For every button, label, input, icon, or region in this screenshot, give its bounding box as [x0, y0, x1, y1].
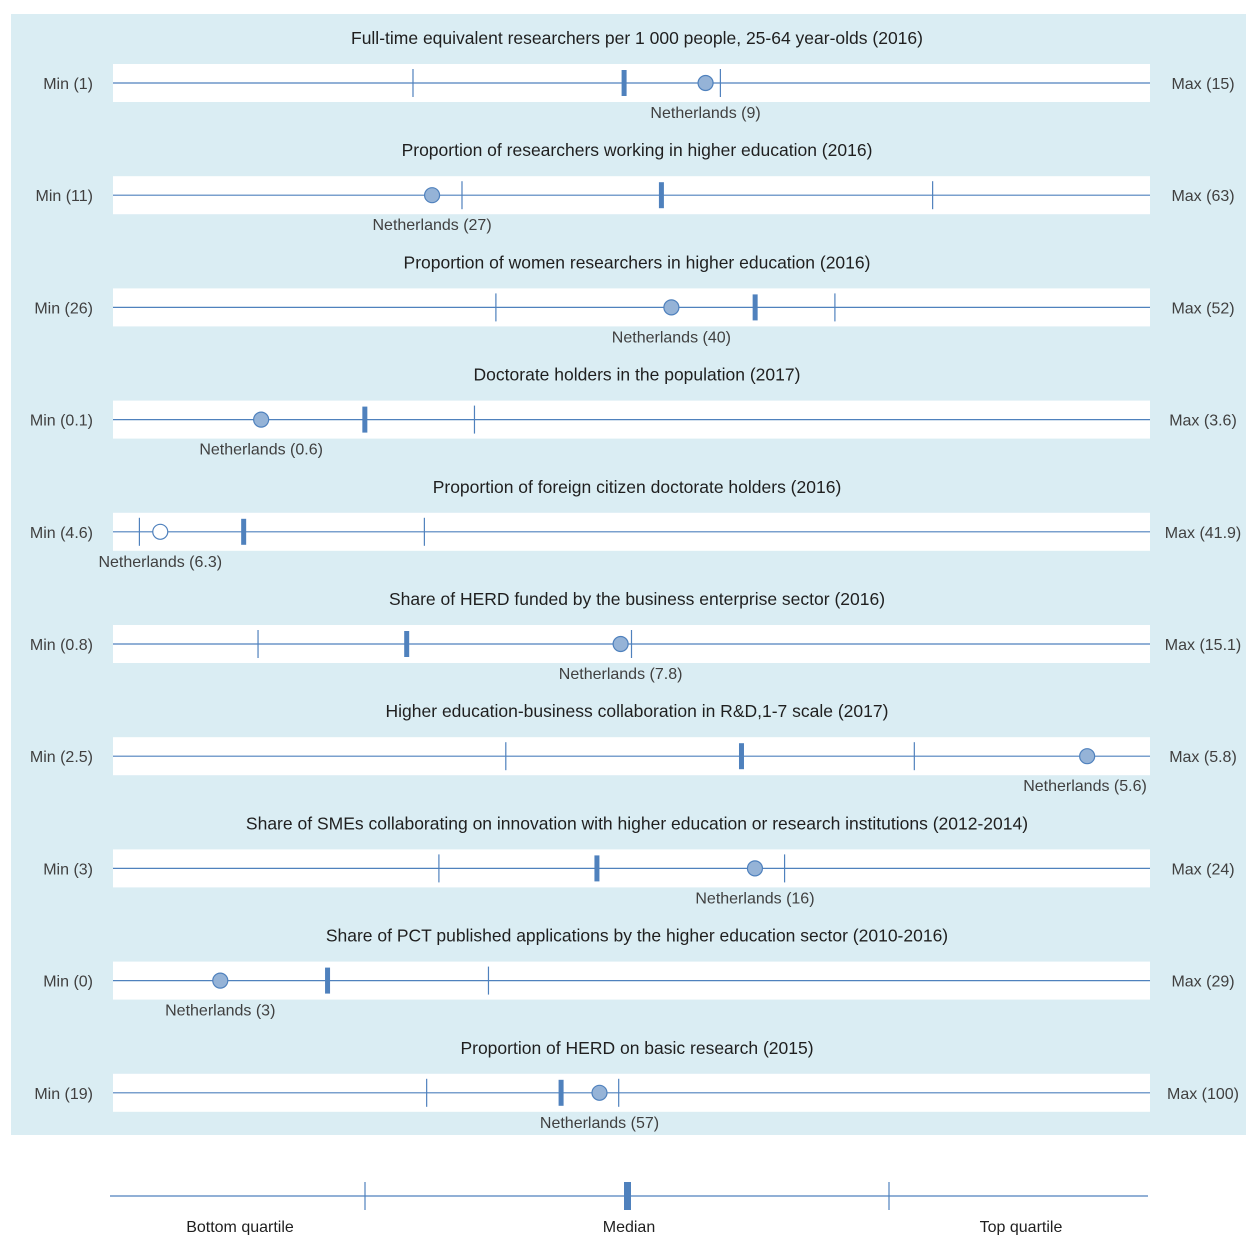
max-label: Max (15.1): [1165, 637, 1241, 654]
median-marker: [404, 631, 410, 657]
indicator-title: Proportion of women researchers in highe…: [404, 252, 871, 272]
indicator-row: Share of PCT published applications by t…: [43, 926, 1234, 1020]
min-label: Min (0.8): [30, 637, 93, 654]
indicator-row: Full-time equivalent researchers per 1 0…: [43, 28, 1234, 122]
indicator-title: Doctorate holders in the population (201…: [474, 365, 801, 385]
country-marker: [663, 299, 680, 316]
indicator-title: Proportion of foreign citizen doctorate …: [433, 477, 842, 497]
country-label: Netherlands (16): [695, 890, 814, 907]
median-marker: [621, 70, 627, 96]
legend-median-label: Median: [603, 1219, 655, 1235]
median-marker: [738, 743, 744, 770]
median-marker: [241, 518, 247, 545]
country-marker: [1079, 748, 1096, 765]
min-label: Min (26): [34, 300, 93, 317]
country-marker: [253, 411, 270, 428]
indicator-title: Share of HERD funded by the business ent…: [389, 589, 885, 609]
min-label: Min (4.6): [30, 525, 93, 542]
indicator-row: Doctorate holders in the population (201…: [30, 365, 1237, 459]
country-marker: [423, 187, 441, 204]
median-marker: [752, 294, 758, 321]
median-marker: [558, 1079, 564, 1106]
max-label: Max (29): [1171, 974, 1234, 991]
country-label: Netherlands (9): [650, 105, 760, 122]
indicator-title: Full-time equivalent researchers per 1 0…: [351, 28, 923, 48]
min-label: Min (11): [36, 188, 94, 205]
min-label: Min (1): [43, 76, 93, 93]
legend-top-quartile-label: Top quartile: [980, 1219, 1063, 1235]
max-label: Max (52): [1171, 300, 1234, 317]
indicator-title: Share of PCT published applications by t…: [326, 926, 948, 946]
indicator-row: Proportion of women researchers in highe…: [34, 252, 1234, 346]
indicator-row: Share of SMEs collaborating on innovatio…: [43, 813, 1234, 907]
max-label: Max (24): [1171, 861, 1234, 878]
median-marker: [594, 855, 600, 882]
country-label: Netherlands (3): [165, 1003, 275, 1020]
country-marker: [697, 74, 714, 92]
country-label: Netherlands (5.6): [1023, 778, 1147, 795]
max-label: Max (15): [1171, 76, 1234, 93]
max-label: Max (3.6): [1169, 413, 1237, 430]
country-label: Netherlands (57): [540, 1115, 659, 1132]
max-label: Max (63): [1171, 188, 1234, 205]
country-label: Netherlands (27): [372, 217, 491, 234]
indicator-title: Proportion of HERD on basic research (20…: [460, 1038, 813, 1058]
indicator-chart: Full-time equivalent researchers per 1 0…: [30, 28, 1241, 1132]
country-marker: [612, 635, 629, 653]
indicator-title: Higher education-business collaboration …: [386, 701, 889, 721]
median-marker: [325, 967, 331, 994]
indicator-row: Proportion of HERD on basic research (20…: [34, 1038, 1239, 1132]
country-marker: [212, 972, 229, 989]
min-label: Min (19): [34, 1086, 93, 1103]
indicator-row: Proportion of researchers working in hig…: [36, 140, 1235, 234]
median-marker: [362, 406, 368, 433]
median-marker: [658, 182, 664, 209]
country-marker: [591, 1084, 608, 1101]
indicator-title: Share of SMEs collaborating on innovatio…: [246, 813, 1028, 833]
country-label: Netherlands (7.8): [559, 666, 683, 683]
legend-median-marker: [624, 1182, 631, 1210]
legend: Bottom quartile Median Top quartile: [110, 1182, 1148, 1235]
indicator-row: Share of HERD funded by the business ent…: [30, 589, 1241, 683]
min-label: Min (0): [43, 974, 93, 991]
country-label: Netherlands (0.6): [199, 442, 323, 459]
max-label: Max (100): [1167, 1086, 1239, 1103]
legend-bottom-quartile-label: Bottom quartile: [186, 1219, 294, 1235]
indicator-row: Proportion of foreign citizen doctorate …: [30, 477, 1241, 571]
indicator-row: Higher education-business collaboration …: [30, 701, 1237, 795]
min-label: Min (2.5): [30, 749, 93, 766]
indicator-title: Proportion of researchers working in hig…: [402, 140, 873, 160]
min-label: Min (0.1): [30, 413, 93, 430]
max-label: Max (41.9): [1165, 525, 1241, 542]
country-marker: [746, 860, 764, 877]
country-label: Netherlands (40): [612, 329, 731, 346]
max-label: Max (5.8): [1169, 749, 1237, 766]
min-label: Min (3): [43, 861, 93, 878]
country-label: Netherlands (6.3): [98, 554, 222, 571]
country-marker: [152, 523, 169, 540]
